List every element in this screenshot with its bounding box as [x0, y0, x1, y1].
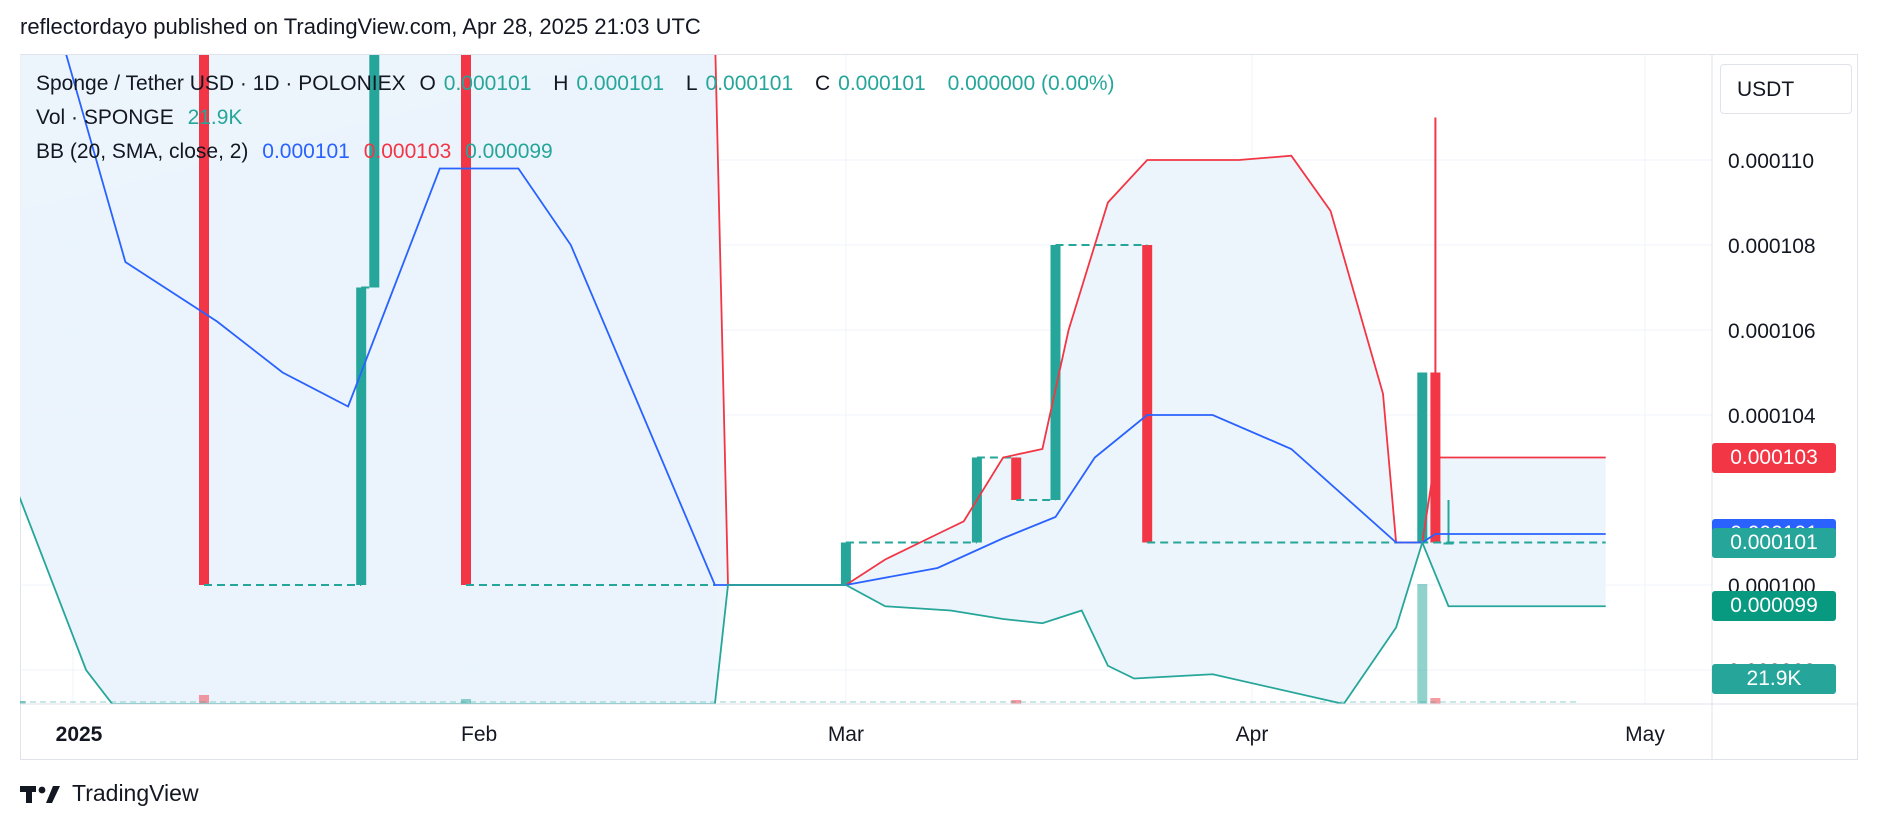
x-tick-label: 2025 — [56, 723, 103, 746]
price-tag: 0.000103 — [1712, 442, 1836, 473]
bb-lower-line — [20, 495, 1606, 704]
volume-value: 21.9K — [187, 106, 243, 129]
tradingview-logo-icon — [20, 785, 60, 803]
candle-body — [1142, 245, 1153, 543]
candle-body — [1417, 372, 1428, 543]
candle-body — [840, 542, 851, 585]
bb-lower-value: 0.000099 — [465, 140, 553, 163]
close-value: C 0.000101 — [814, 72, 926, 95]
y-tick-label: 0.000108 — [1728, 235, 1816, 258]
ohlc-legend: Sponge / Tether USD · 1D · POLONIEX O 0.0… — [36, 72, 1123, 96]
candle-body — [369, 55, 380, 288]
currency-button[interactable]: USDT — [1720, 64, 1852, 114]
volume-bar — [1430, 698, 1441, 704]
plot-area — [20, 55, 1712, 704]
y-tick-label: 0.000104 — [1728, 405, 1816, 428]
symbol-title[interactable]: Sponge / Tether USD · 1D · POLONIEX — [36, 72, 406, 95]
brand-name: TradingView — [72, 780, 199, 806]
volume-label[interactable]: Vol · SPONGE — [36, 106, 174, 129]
publish-attribution: reflectordayo published on TradingView.c… — [20, 14, 701, 39]
x-tick-label: May — [1625, 723, 1665, 746]
open-value: O 0.000101 — [419, 72, 532, 95]
candle-body — [1050, 245, 1061, 500]
x-tick-label: Apr — [1236, 723, 1269, 746]
volume-bar — [1011, 700, 1022, 704]
candle-body — [461, 55, 471, 585]
price-tag: 0.000099 — [1712, 591, 1836, 622]
price-tag: 21.9K — [1712, 663, 1836, 694]
candle-body — [356, 287, 367, 585]
y-tick-label: 0.000110 — [1728, 150, 1814, 173]
low-value: L 0.000101 — [685, 72, 794, 95]
bb-fill-left — [20, 55, 715, 704]
x-tick-label: Mar — [828, 723, 864, 746]
volume-bar — [199, 695, 209, 704]
price-tag: 0.000101 — [1712, 527, 1836, 558]
volume-legend: Vol · SPONGE 21.9K — [36, 106, 250, 130]
candle-body — [1011, 457, 1022, 500]
change-value: 0.000000 (0.00%) — [947, 72, 1115, 95]
bb-legend: BB (20, SMA, close, 2) 0.000101 0.000103… — [36, 140, 561, 164]
volume-bar — [1417, 584, 1428, 704]
y-tick-label: 0.000106 — [1728, 320, 1816, 343]
bb-upper-value: 0.000103 — [363, 140, 452, 163]
bb-label[interactable]: BB (20, SMA, close, 2) — [36, 140, 249, 163]
tradingview-footer: TradingView — [20, 780, 199, 807]
x-tick-label: Feb — [461, 723, 497, 746]
candle-body — [199, 55, 209, 585]
high-value: H 0.000101 — [553, 72, 664, 95]
bb-basis-value: 0.000101 — [262, 140, 350, 163]
bb-basis-line — [65, 55, 1606, 586]
